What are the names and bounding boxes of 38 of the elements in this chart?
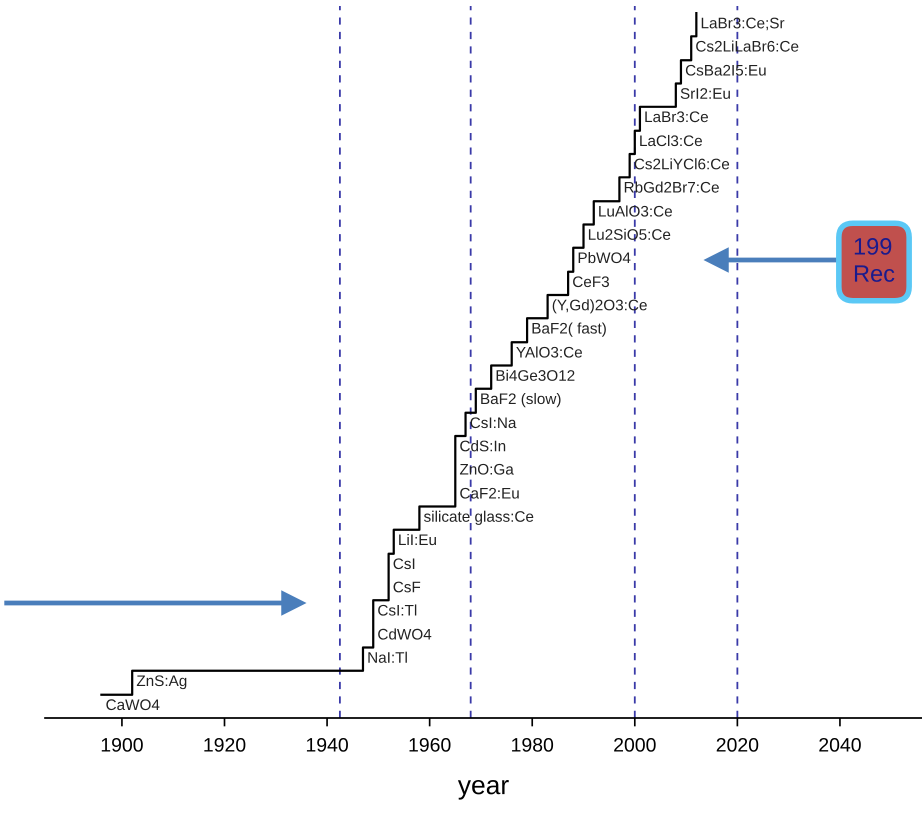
- annotation: RbGd2Br7:Ce: [624, 181, 719, 193]
- annotation: CdS:In: [460, 440, 506, 452]
- annotation: CsF: [394, 582, 420, 592]
- annotation: silicate glass:Ce: [424, 510, 534, 525]
- annotation: LaCl3:Ce: [640, 134, 702, 146]
- annotation: CeF3: [573, 276, 609, 288]
- annotation: CaF2:Eu: [460, 488, 519, 499]
- x-axis-title: year: [458, 780, 509, 800]
- annotation: LaBr3:Ce;Sr: [702, 18, 784, 30]
- x-tick-label: 2040: [819, 738, 861, 752]
- x-tick-label: 1940: [306, 738, 348, 752]
- annotation: YAlO3:Ce: [516, 346, 582, 358]
- x-tick-label: 2000: [614, 738, 656, 752]
- x-tick-label: 1980: [512, 738, 554, 752]
- annotation: (Y,Gd)2O3:Ce: [552, 299, 647, 314]
- annotation: CdWO4: [378, 628, 432, 640]
- annotation: 199 Rec: [854, 238, 894, 282]
- annotation: CsI:Na: [470, 417, 516, 428]
- annotation: CsI: [394, 558, 414, 570]
- annotation: LuAlO3:Ce: [599, 205, 672, 217]
- x-tick-label: 1920: [204, 738, 246, 752]
- annotation: ZnS:Ag: [136, 675, 186, 690]
- annotation: BaF2( fast): [532, 322, 606, 337]
- annotation: CaWO4: [106, 699, 160, 710]
- annotation: LiI:Eu: [399, 534, 436, 546]
- annotation: SrI2:Eu: [680, 88, 730, 99]
- x-tick-label: 2020: [716, 738, 758, 752]
- annotation: Lu2SiO5:Ce: [588, 228, 670, 240]
- annotation: BaF2 (slow): [481, 392, 561, 408]
- x-tick-label: 1900: [102, 738, 143, 752]
- annotation: CsI:Tl: [378, 604, 416, 616]
- annotation: Cs2LiLaBr6:Ce: [696, 40, 798, 52]
- annotation: LaBr3:Ce: [645, 111, 708, 122]
- annotation: Bi4Ge3O12: [496, 370, 574, 381]
- annotation: PbWO4: [578, 252, 630, 264]
- x-tick-label: 1960: [410, 738, 451, 752]
- annotation: CsBa2I5:Eu: [686, 64, 766, 76]
- annotation: NaI:Tl: [368, 652, 407, 663]
